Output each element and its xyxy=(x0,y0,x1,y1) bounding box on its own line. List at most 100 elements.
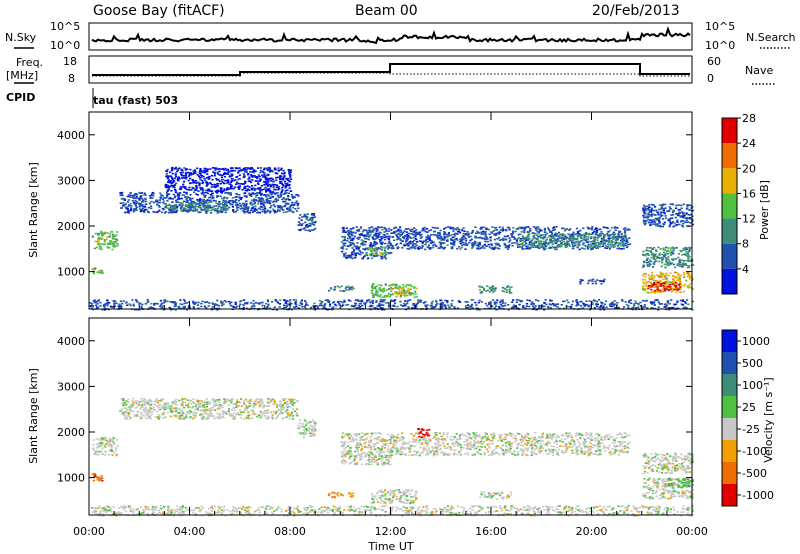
power-echo-cell xyxy=(473,240,477,243)
power-echo-cell xyxy=(225,202,229,205)
power-echo-cell xyxy=(387,245,390,247)
power-echo-cell xyxy=(274,193,277,196)
power-echo-cell xyxy=(134,203,137,205)
power-echo-cell xyxy=(233,170,237,172)
power-echo-cell xyxy=(525,236,528,239)
power-echo-cell xyxy=(164,186,168,189)
power-echo-cell xyxy=(406,247,409,250)
power-echo-cell xyxy=(357,248,360,251)
power-echo-cell xyxy=(691,288,694,291)
power-echo-cell xyxy=(392,304,395,306)
power-echo-cell xyxy=(687,286,690,289)
power-echo-cell xyxy=(654,286,658,288)
power-echo-cell xyxy=(399,226,402,229)
power-echo-cell xyxy=(269,211,272,214)
power-echo-cell xyxy=(244,185,247,188)
power-echo-cell xyxy=(547,236,550,239)
power-echo-region xyxy=(91,230,119,251)
power-echo-cell xyxy=(141,197,144,200)
nsky-label: N.Sky xyxy=(5,31,37,44)
power-echo-cell xyxy=(554,246,557,249)
power-echo-cell xyxy=(543,308,546,311)
power-echo-cell xyxy=(650,288,653,291)
power-echo-cell xyxy=(96,303,99,305)
power-echo-cell xyxy=(190,189,193,191)
power-echo-cell xyxy=(346,254,349,257)
power-echo-cell xyxy=(591,233,594,235)
power-echo-cell xyxy=(647,265,650,267)
power-echo-cell xyxy=(280,190,284,193)
power-echo-cell xyxy=(678,281,682,283)
power-echo-cell xyxy=(103,231,107,234)
power-echo-cell xyxy=(643,216,646,219)
power-echo-cell xyxy=(482,230,485,233)
power-echo-cell xyxy=(197,203,200,205)
power-echo-cell xyxy=(680,204,683,207)
power-echo-cell xyxy=(471,245,474,247)
power-echo-cell xyxy=(664,274,667,277)
power-echo-cell xyxy=(422,229,425,232)
power-echo-cell xyxy=(223,173,226,175)
power-echo-cell xyxy=(275,309,278,311)
power-echo-cell xyxy=(280,205,283,208)
power-echo-cell xyxy=(687,265,690,267)
power-echo-cell xyxy=(180,187,183,190)
power-echo-cell xyxy=(597,306,601,309)
power-echo-cell xyxy=(181,303,184,306)
power-echo-cell xyxy=(382,252,385,255)
power-echo-cell xyxy=(305,223,308,226)
power-echo-cell xyxy=(288,171,291,173)
power-echo-cell xyxy=(218,174,221,176)
power-echo-cell xyxy=(210,201,213,203)
power-echo-cell xyxy=(284,187,287,189)
power-echo-cell xyxy=(588,300,591,302)
power-echo-cell xyxy=(236,209,239,211)
power-echo-cell xyxy=(334,303,337,306)
power-echo-cell xyxy=(661,303,664,305)
power-echo-cell xyxy=(388,235,392,238)
power-echo-cell xyxy=(285,305,288,308)
power-echo-cell xyxy=(266,185,270,187)
power-echo-cell xyxy=(591,226,594,228)
power-echo-cell xyxy=(291,210,294,213)
power-echo-cell xyxy=(169,181,172,183)
power-echo-cell xyxy=(170,206,173,209)
power-echo-cell xyxy=(685,212,688,214)
power-echo-cell xyxy=(250,307,253,309)
power-echo-cell xyxy=(152,194,155,197)
power-echo-cell xyxy=(98,270,101,272)
power-echo-cell xyxy=(382,300,385,303)
power-echo-cell xyxy=(166,300,169,302)
power-echo-cell xyxy=(165,170,168,172)
power-echo-cell xyxy=(591,301,594,303)
power-echo-cell xyxy=(617,307,620,310)
power-echo-cell xyxy=(616,247,619,250)
power-echo-cell xyxy=(358,300,361,302)
power-echo-cell xyxy=(168,171,171,174)
power-echo-cell xyxy=(609,305,612,307)
freq-trace xyxy=(92,63,690,76)
power-echo-cell xyxy=(470,238,473,241)
power-echo-cell xyxy=(174,166,177,169)
power-echo-cell xyxy=(614,303,617,305)
power-echo-cell xyxy=(555,226,558,228)
power-echo-cell xyxy=(382,256,385,258)
power-echo-cell xyxy=(253,200,256,202)
power-echo-cell xyxy=(659,279,662,282)
power-echo-cell xyxy=(683,263,686,265)
power-echo-cell xyxy=(656,280,659,282)
power-echo-cell xyxy=(170,182,173,185)
power-echo-cell xyxy=(174,188,177,191)
power-echo-cell xyxy=(673,280,676,283)
power-echo-cell xyxy=(288,207,291,209)
power-echo-cell xyxy=(267,189,270,191)
power-echo-cell xyxy=(670,290,673,293)
power-echo-cell xyxy=(260,208,263,211)
power-echo-cell xyxy=(210,186,213,188)
power-echo-cell xyxy=(548,303,551,305)
power-echo-cell xyxy=(525,237,528,240)
power-echo-cell xyxy=(661,288,664,291)
power-echo-cell xyxy=(614,239,617,241)
power-echo-cell xyxy=(508,237,511,239)
power-echo-cell xyxy=(626,239,629,241)
